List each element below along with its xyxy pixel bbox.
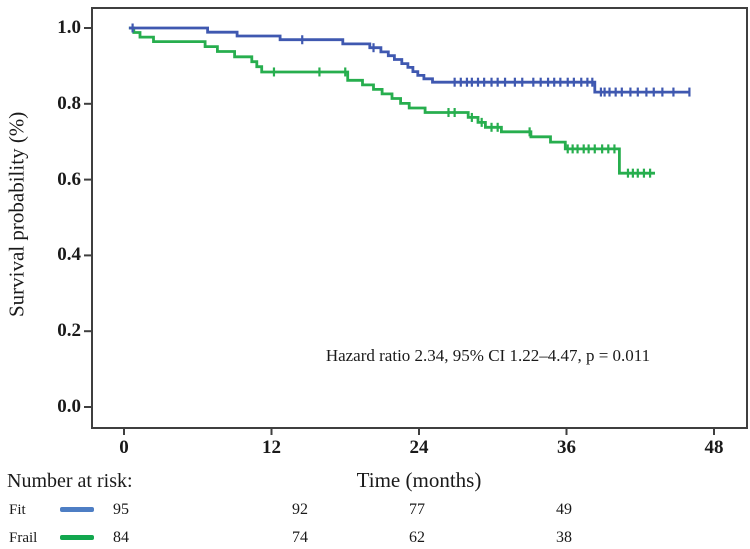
risk-row-label-frail: Frail bbox=[9, 530, 38, 546]
x-axis-title: Time (months) bbox=[356, 468, 482, 492]
risk-row-label-fit: Fit bbox=[9, 502, 26, 518]
y-tick-label: 0.4 bbox=[57, 244, 81, 266]
risk-table-header: Number at risk: bbox=[7, 470, 133, 492]
y-tick-label: 1.0 bbox=[57, 17, 81, 38]
risk-count: 49 bbox=[556, 501, 572, 518]
x-tick-label: 0 bbox=[119, 437, 129, 458]
survival-curve-frail bbox=[128, 26, 655, 175]
x-tick-label: 12 bbox=[262, 437, 281, 458]
risk-count: 62 bbox=[409, 529, 425, 546]
risk-count: 84 bbox=[113, 529, 129, 546]
hazard-ratio-annotation: Hazard ratio 2.34, 95% CI 1.22–4.47, p =… bbox=[325, 346, 651, 365]
y-tick-label: 0.6 bbox=[57, 168, 81, 190]
legend-swatch-fit bbox=[60, 507, 94, 512]
risk-count: 38 bbox=[556, 529, 572, 546]
risk-count: 77 bbox=[409, 501, 425, 518]
x-tick-label: 48 bbox=[704, 437, 724, 458]
y-tick-label: 0.8 bbox=[57, 92, 81, 114]
risk-count: 95 bbox=[113, 501, 129, 518]
x-tick-label: 36 bbox=[557, 437, 576, 458]
legend-swatch-frail bbox=[60, 535, 94, 540]
risk-count: 74 bbox=[292, 529, 308, 546]
y-axis-title: Survival probability (%) bbox=[4, 111, 29, 317]
risk-count: 92 bbox=[292, 501, 308, 518]
survival-curve-fit bbox=[128, 26, 690, 94]
plot-frame bbox=[91, 7, 748, 429]
y-tick-label: 0.0 bbox=[57, 396, 81, 417]
y-tick-label: 0.2 bbox=[57, 320, 81, 342]
x-tick-label: 24 bbox=[409, 437, 429, 458]
